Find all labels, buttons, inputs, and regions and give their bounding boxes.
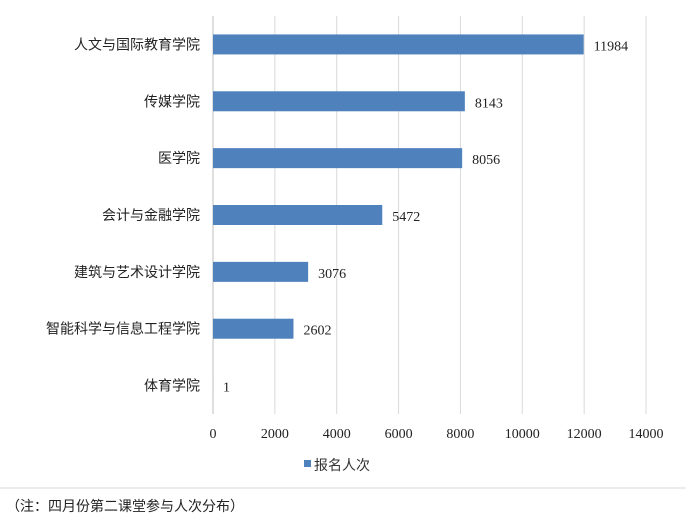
legend-label: 报名人次 xyxy=(314,458,370,474)
data-label: 8056 xyxy=(472,153,500,168)
bar xyxy=(213,261,309,282)
x-tick-label: 2000 xyxy=(261,427,289,442)
x-tick-label: 10000 xyxy=(505,427,540,442)
category-label: 体育学院 xyxy=(144,379,200,395)
legend-swatch xyxy=(304,460,311,467)
category-label: 建筑与艺术设计学院 xyxy=(74,265,200,281)
data-label: 1 xyxy=(223,381,230,396)
data-label: 11984 xyxy=(594,39,628,54)
bar xyxy=(213,34,584,55)
category-label: 医学院 xyxy=(158,151,200,167)
footnote: （注：四月份第二课堂参与人次分布） xyxy=(6,499,244,515)
x-tick-label: 4000 xyxy=(323,427,351,442)
data-label: 5472 xyxy=(392,210,420,225)
data-label: 3076 xyxy=(318,267,346,282)
x-tick-label: 6000 xyxy=(385,427,413,442)
x-tick-label: 12000 xyxy=(567,427,602,442)
data-label: 8143 xyxy=(475,96,503,111)
category-label: 传媒学院 xyxy=(144,94,200,110)
data-label: 2602 xyxy=(303,324,331,339)
x-tick-label: 0 xyxy=(210,427,217,442)
x-tick-label: 8000 xyxy=(446,427,474,442)
category-label: 会计与金融学院 xyxy=(102,208,200,224)
bar xyxy=(213,91,465,112)
bar xyxy=(213,205,383,225)
bar xyxy=(213,148,463,169)
x-tick-label: 14000 xyxy=(629,427,664,442)
category-label: 人文与国际教育学院 xyxy=(74,37,200,53)
category-label: 智能科学与信息工程学院 xyxy=(46,321,200,338)
bar xyxy=(213,318,294,339)
